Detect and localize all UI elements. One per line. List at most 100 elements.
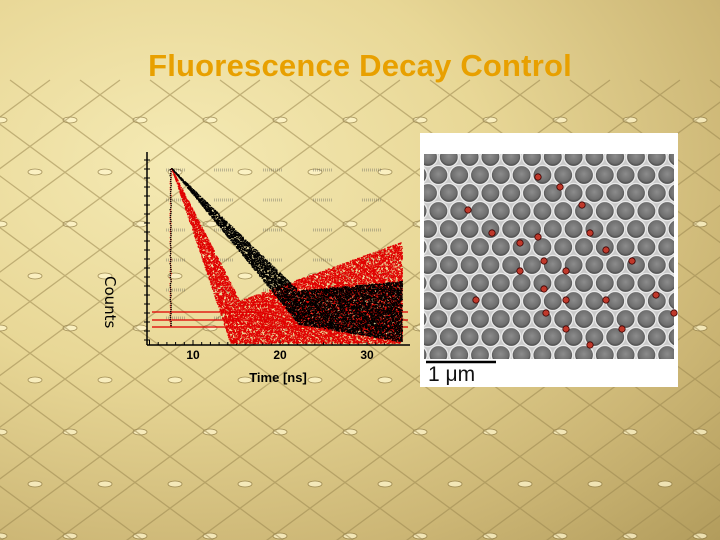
data-point <box>212 275 214 277</box>
data-point <box>215 278 217 280</box>
data-point <box>186 207 188 209</box>
data-point <box>209 259 211 262</box>
data-point <box>177 182 179 185</box>
data-point <box>197 242 199 244</box>
data-point <box>258 305 260 307</box>
data-point <box>234 290 236 293</box>
data-point <box>208 257 210 259</box>
data-point <box>273 317 275 319</box>
data-point <box>195 230 197 232</box>
data-point <box>191 211 193 213</box>
data-point <box>202 244 204 246</box>
data-point <box>200 224 202 227</box>
data-point <box>174 177 177 179</box>
data-point <box>173 173 176 175</box>
data-point <box>190 221 192 223</box>
axis-ticks <box>144 159 385 345</box>
data-point <box>272 313 274 315</box>
grid-knob <box>237 376 253 384</box>
data-point <box>209 263 211 265</box>
data-point <box>229 281 232 284</box>
data-point <box>203 238 205 240</box>
data-point <box>205 266 208 269</box>
data-point <box>216 300 219 302</box>
data-point <box>244 322 246 324</box>
data-point <box>229 300 231 302</box>
data-point <box>212 272 214 274</box>
data-point <box>195 239 197 241</box>
data-point <box>220 304 223 306</box>
data-point <box>188 201 190 203</box>
data-point <box>240 336 242 339</box>
data-point <box>257 294 259 296</box>
data-point <box>262 314 264 316</box>
data-point <box>214 280 216 282</box>
data-point <box>212 257 214 259</box>
data-point <box>203 251 205 253</box>
data-point <box>194 216 196 218</box>
data-point <box>211 271 213 273</box>
data-point <box>207 262 209 264</box>
data-point <box>235 314 238 317</box>
data-point <box>256 294 258 296</box>
grid-knob <box>447 480 463 488</box>
data-point <box>209 243 212 245</box>
data-point <box>255 327 257 330</box>
data-point <box>183 193 185 195</box>
data-point <box>214 259 216 261</box>
data-point <box>225 282 227 284</box>
data-point <box>249 321 251 323</box>
data-point <box>253 305 255 307</box>
data-point <box>257 337 259 339</box>
data-point <box>217 259 219 261</box>
data-point <box>195 229 197 231</box>
data-point <box>263 332 266 334</box>
data-point <box>235 309 237 311</box>
data-point <box>231 293 233 296</box>
data-point <box>226 330 228 332</box>
data-point <box>237 307 240 309</box>
data-point <box>207 256 209 259</box>
data-point <box>193 227 195 229</box>
data-point <box>236 335 238 337</box>
grid-knob <box>377 376 393 384</box>
data-point <box>206 244 208 246</box>
data-point <box>178 186 180 188</box>
data-point <box>274 333 276 335</box>
data-point <box>220 277 222 280</box>
data-point <box>188 217 191 220</box>
data-point <box>229 290 231 292</box>
data-point <box>170 175 172 177</box>
data-point <box>229 337 231 339</box>
data-point <box>255 302 257 304</box>
data-point <box>261 337 263 340</box>
data-point <box>216 297 218 300</box>
data-point <box>227 285 229 287</box>
data-point <box>210 274 212 276</box>
data-point <box>235 303 238 305</box>
grid-knob <box>307 480 323 488</box>
data-point <box>215 277 217 279</box>
data-point <box>271 300 274 302</box>
data-point <box>261 342 264 344</box>
data-point <box>205 247 208 250</box>
data-point <box>256 297 258 299</box>
data-point <box>217 280 219 282</box>
data-point <box>189 216 191 218</box>
data-point <box>188 220 191 222</box>
data-point <box>237 316 239 318</box>
data-point <box>239 313 241 315</box>
data-point <box>201 247 203 249</box>
data-point <box>257 299 259 301</box>
data-point <box>181 197 183 199</box>
data-point <box>272 330 274 332</box>
data-point <box>194 228 196 231</box>
data-point <box>211 277 213 279</box>
data-point <box>169 295 172 297</box>
data-point <box>199 231 202 233</box>
data-point <box>236 320 238 323</box>
data-point <box>213 250 215 252</box>
data-point <box>198 244 200 246</box>
data-point <box>206 253 208 255</box>
grid-knob <box>307 376 323 384</box>
